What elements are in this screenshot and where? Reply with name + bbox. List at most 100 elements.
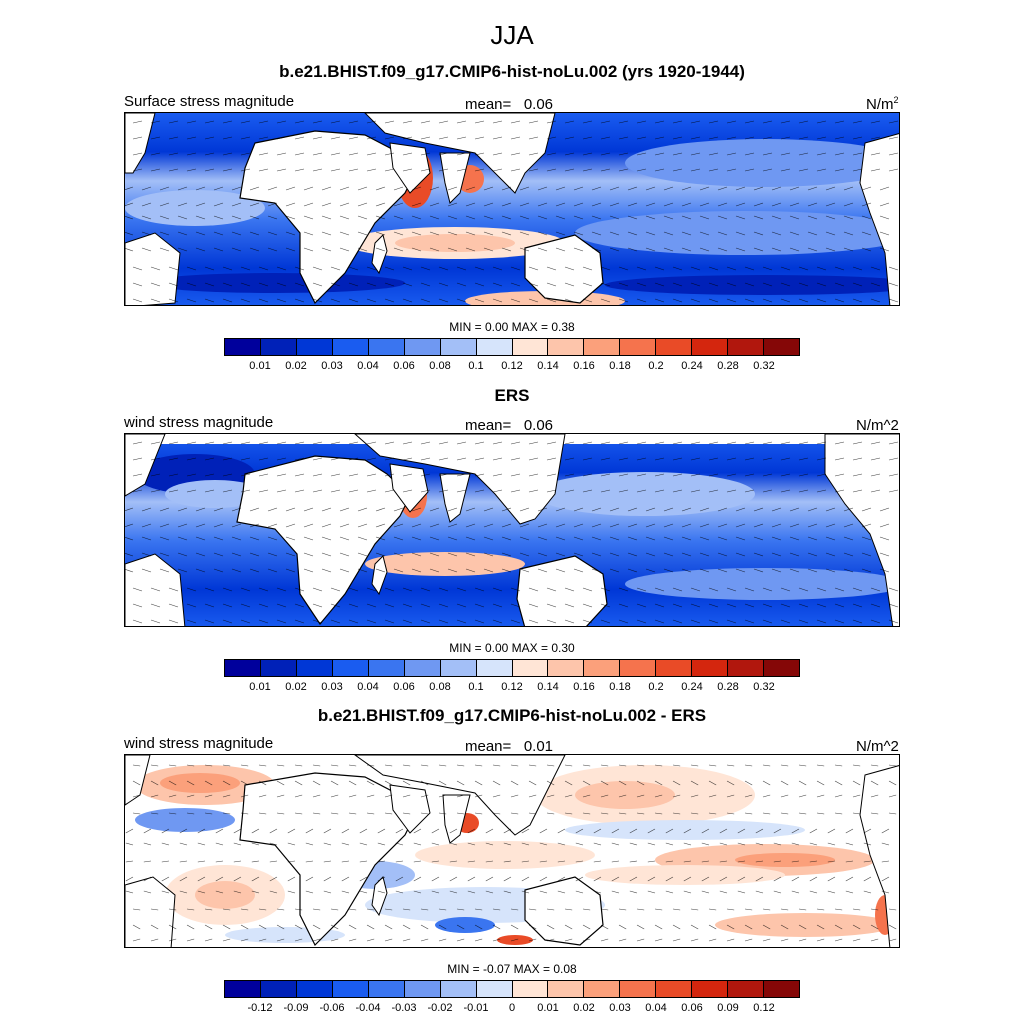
panel-2-left-label: wind stress magnitude [124, 414, 274, 431]
wind-vector [798, 908, 807, 911]
wind-vector [627, 186, 638, 191]
wind-vector [809, 828, 818, 834]
wind-vector [735, 523, 746, 528]
wind-vector [150, 120, 161, 124]
wind-vector [816, 152, 827, 156]
wind-vector [582, 938, 591, 942]
wind-vector [431, 890, 440, 894]
wind-vector [339, 186, 350, 191]
wind-vector [510, 764, 519, 767]
wind-vector [744, 457, 755, 461]
panel-3-title: b.e21.BHIST.f09_g17.CMIP6-hist-noLu.002 … [317, 706, 707, 725]
wind-vector [321, 552, 332, 557]
wind-vector [636, 603, 647, 608]
wind-vector [222, 120, 233, 124]
wind-vector [215, 860, 224, 863]
wind-vector [474, 152, 485, 156]
wind-vector [888, 457, 899, 461]
wind-vector [861, 186, 872, 191]
wind-vector [591, 202, 602, 207]
wind-vector [690, 282, 701, 287]
wind-vector [303, 568, 314, 573]
wind-vector [339, 247, 350, 252]
wind-vector [294, 764, 303, 767]
wind-vector [150, 764, 159, 767]
wind-vector [377, 860, 386, 863]
colorbar-cell [656, 660, 693, 676]
wind-vector [485, 828, 494, 834]
wind-vector [222, 587, 233, 592]
wind-vector [744, 938, 753, 942]
wind-vector [474, 489, 485, 493]
wind-vector [168, 794, 177, 798]
wind-vector [168, 457, 179, 461]
wind-vector [582, 780, 591, 786]
wind-vector [539, 876, 548, 882]
wind-vector [168, 908, 177, 911]
wind-vector [312, 457, 323, 461]
wind-vector [431, 860, 440, 863]
wind-vector [762, 282, 773, 287]
wind-vector [762, 473, 773, 477]
wind-vector [845, 842, 854, 846]
wind-vector [503, 842, 512, 846]
wind-vector [402, 168, 413, 172]
wind-vector [411, 568, 422, 573]
wind-vector [798, 152, 809, 156]
wind-vector [753, 215, 764, 220]
wind-vector [186, 764, 195, 767]
wind-vector [150, 489, 161, 493]
wind-vector [510, 168, 521, 172]
wind-vector [618, 780, 627, 786]
wind-vector [348, 457, 359, 461]
wind-vector [510, 282, 521, 287]
wind-vector [348, 168, 359, 172]
wind-vector [735, 186, 746, 191]
colorbar-tick-label: 0.1 [468, 360, 484, 372]
wind-vector [393, 202, 404, 207]
wind-vector [564, 152, 575, 156]
wind-vector [735, 552, 746, 557]
wind-vector [798, 282, 809, 287]
wind-vector [726, 794, 735, 798]
wind-vector [195, 568, 206, 573]
wind-vector [251, 828, 260, 834]
wind-vector [276, 120, 287, 124]
wind-vector [125, 842, 134, 846]
wind-vector [483, 231, 494, 236]
wind-vector [600, 266, 611, 271]
wind-vector [672, 152, 683, 156]
wind-vector [708, 136, 719, 140]
colorbar-tick-label: 0.16 [573, 360, 595, 372]
wind-vector [510, 136, 521, 140]
wind-vector [429, 231, 440, 236]
wind-vector [168, 282, 179, 287]
wind-vector [285, 231, 296, 236]
wind-vector [465, 215, 476, 220]
wind-vector [789, 523, 800, 528]
wind-vector [420, 603, 431, 608]
wind-vector [420, 473, 431, 477]
wind-vector [276, 619, 287, 624]
wind-vector [762, 168, 773, 172]
wind-vector [663, 507, 674, 512]
wind-vector [744, 764, 753, 767]
wind-vector [474, 780, 483, 786]
wind-vector [215, 842, 224, 846]
wind-vector [231, 568, 242, 573]
wind-vector [546, 473, 557, 477]
wind-vector [647, 860, 656, 863]
wind-vector [726, 136, 737, 140]
wind-vector [168, 152, 179, 156]
wind-vector [366, 603, 377, 608]
wind-vector [870, 441, 881, 445]
wind-vector [609, 568, 620, 573]
wind-vector [789, 536, 800, 541]
wind-vector [501, 507, 512, 512]
wind-vector [618, 298, 629, 303]
wind-vector [582, 457, 593, 461]
wind-vector [285, 202, 296, 207]
wind-vector [258, 282, 269, 287]
wind-vector [132, 457, 143, 461]
wind-vector [681, 202, 692, 207]
